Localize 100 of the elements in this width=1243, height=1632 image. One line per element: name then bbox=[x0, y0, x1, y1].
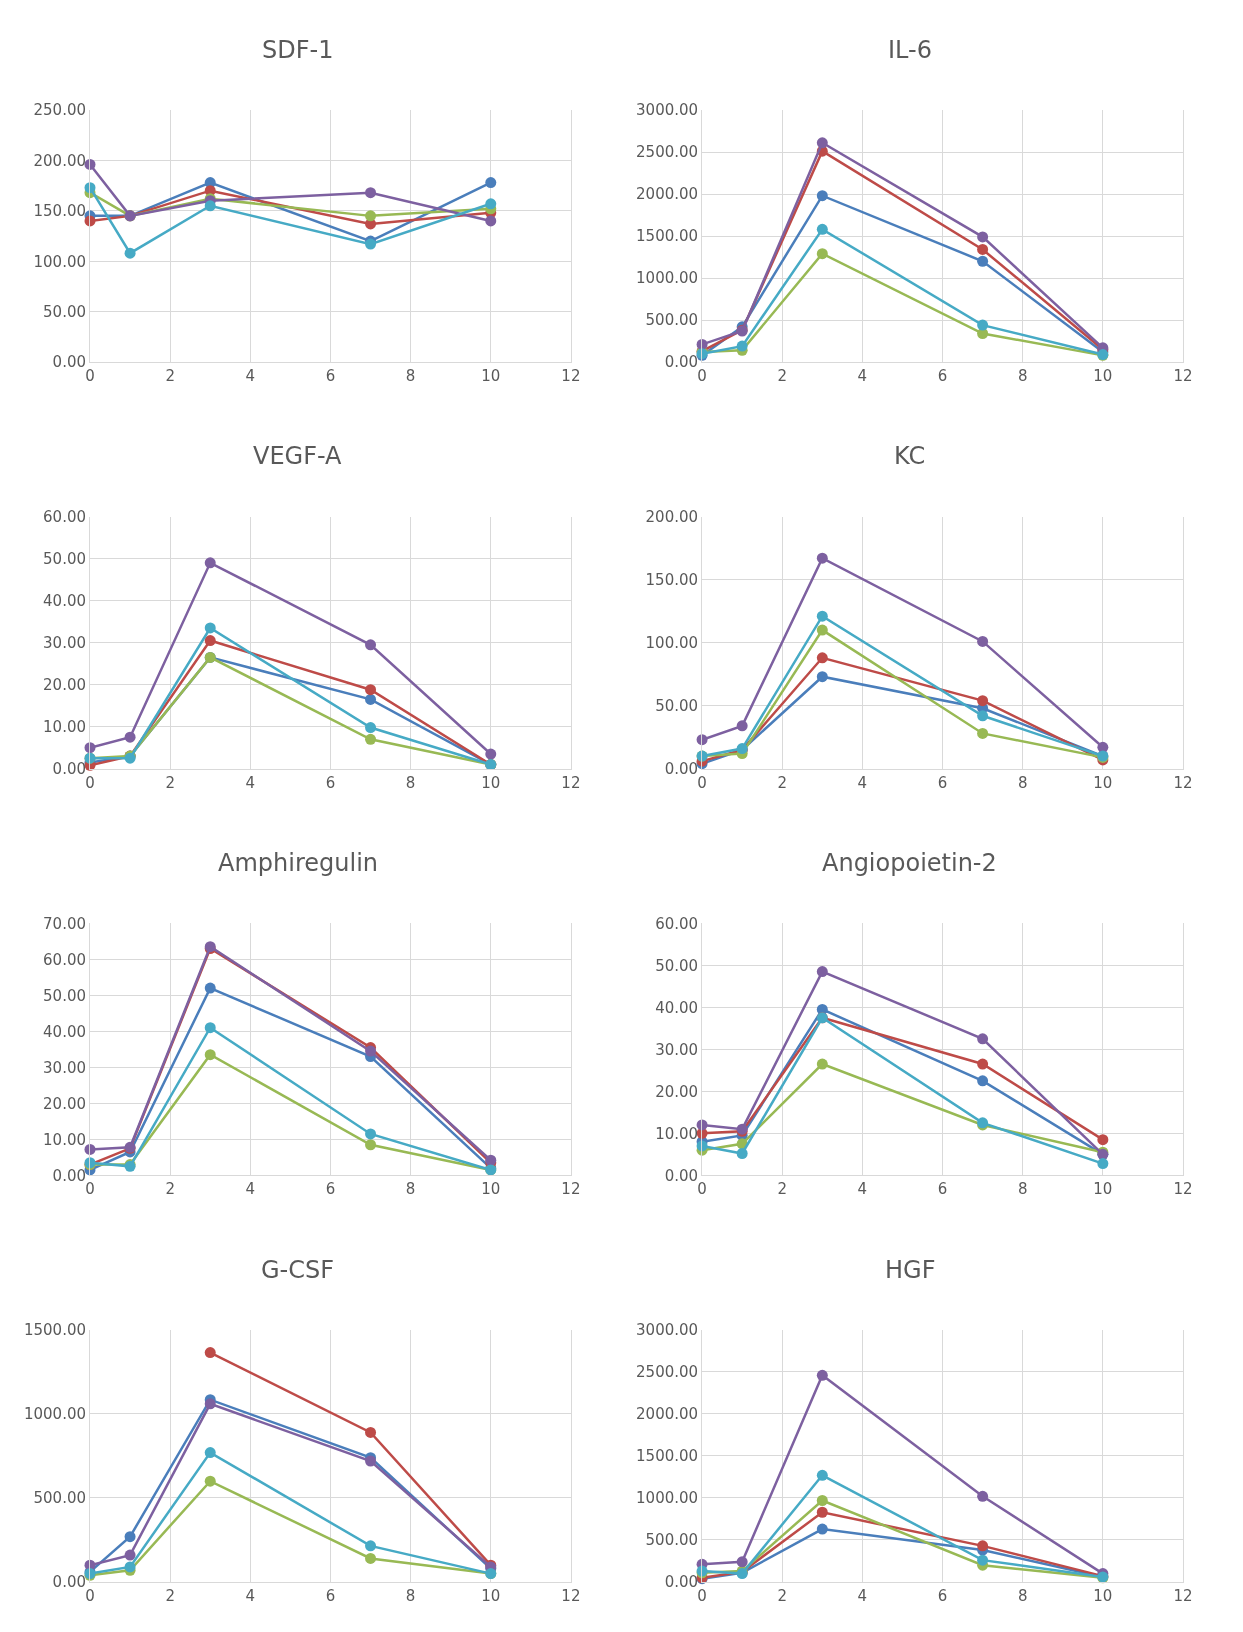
x-tick-label: 12 bbox=[1173, 1180, 1193, 1199]
point bbox=[977, 319, 989, 331]
point bbox=[816, 1523, 828, 1535]
x-tick-label: 0 bbox=[85, 367, 95, 386]
y-tick-label: 3000.00 bbox=[636, 101, 699, 120]
x-tick-label: 6 bbox=[325, 1587, 336, 1605]
y-tick-label: 2000.00 bbox=[636, 185, 699, 204]
y-tick-label: 2000.00 bbox=[636, 1405, 699, 1424]
point bbox=[365, 722, 377, 734]
point bbox=[816, 1369, 828, 1381]
x-tick-label: 6 bbox=[937, 1587, 948, 1605]
y-tick-label: 30.00 bbox=[43, 633, 86, 652]
x-tick-label: 4 bbox=[245, 773, 256, 792]
y-tick-label: 1500.00 bbox=[636, 1447, 699, 1466]
point bbox=[816, 1058, 828, 1070]
y-tick-label: 1000.00 bbox=[636, 269, 699, 288]
point bbox=[204, 1475, 216, 1487]
y-tick-label: 1000.00 bbox=[636, 1489, 699, 1508]
x-tick-label: 12 bbox=[561, 773, 581, 792]
x-tick-label: 2 bbox=[777, 1587, 787, 1605]
x-tick-label: 6 bbox=[937, 367, 948, 386]
x-tick-label: 4 bbox=[857, 1587, 868, 1605]
x-tick-label: 8 bbox=[405, 1180, 416, 1199]
x-tick-label: 4 bbox=[857, 773, 868, 792]
x-tick-label: 12 bbox=[561, 367, 581, 386]
x-tick-label: 0 bbox=[85, 773, 95, 792]
point bbox=[485, 198, 497, 210]
point bbox=[816, 190, 828, 202]
x-tick-label: 4 bbox=[245, 367, 256, 386]
point bbox=[124, 247, 136, 259]
y-tick-label: 60.00 bbox=[43, 507, 86, 526]
y-tick-label: 0.00 bbox=[664, 353, 699, 372]
y-tick-label: 30.00 bbox=[655, 1040, 699, 1059]
x-tick-label: 8 bbox=[405, 1587, 416, 1605]
point bbox=[365, 1552, 377, 1564]
point bbox=[485, 177, 497, 189]
chart-title: KC bbox=[894, 442, 926, 470]
x-tick-label: 12 bbox=[1173, 367, 1193, 386]
y-tick-label: 150.00 bbox=[645, 570, 699, 589]
x-tick-label: 10 bbox=[481, 367, 501, 386]
point bbox=[816, 1469, 828, 1481]
point bbox=[816, 1506, 828, 1518]
y-tick-label: 10.00 bbox=[43, 717, 86, 736]
x-tick-label: 2 bbox=[165, 1587, 175, 1605]
y-tick-label: 0.00 bbox=[664, 1573, 699, 1592]
point bbox=[124, 1549, 136, 1561]
point bbox=[124, 731, 136, 743]
x-tick-label: 0 bbox=[697, 367, 707, 386]
point bbox=[977, 1490, 989, 1502]
x-tick-label: 10 bbox=[481, 1180, 501, 1199]
y-tick-label: 0.00 bbox=[52, 1166, 86, 1185]
x-tick-label: 4 bbox=[245, 1180, 256, 1199]
y-tick-label: 70.00 bbox=[43, 914, 86, 933]
x-tick-label: 4 bbox=[857, 1180, 868, 1199]
x-tick-label: 2 bbox=[165, 1180, 175, 1199]
x-tick-label: 0 bbox=[697, 1180, 707, 1199]
x-tick-label: 12 bbox=[561, 1587, 581, 1605]
point bbox=[977, 1075, 989, 1087]
x-tick-label: 2 bbox=[777, 367, 787, 386]
point bbox=[204, 1398, 216, 1410]
point bbox=[204, 1447, 216, 1459]
point bbox=[365, 639, 377, 651]
y-tick-label: 50.00 bbox=[43, 986, 86, 1005]
y-tick-label: 200.00 bbox=[33, 151, 86, 170]
y-tick-label: 1500.00 bbox=[636, 227, 699, 246]
point bbox=[816, 552, 828, 564]
point bbox=[365, 1128, 377, 1140]
x-tick-label: 2 bbox=[777, 773, 787, 792]
point bbox=[816, 966, 828, 978]
chart-title: SDF-1 bbox=[262, 36, 334, 64]
y-tick-label: 3000.00 bbox=[636, 1321, 699, 1340]
x-tick-label: 10 bbox=[1093, 1180, 1113, 1199]
point bbox=[977, 243, 989, 255]
y-tick-label: 20.00 bbox=[43, 675, 86, 694]
x-tick-label: 0 bbox=[85, 1587, 95, 1605]
point bbox=[365, 733, 377, 745]
point bbox=[816, 610, 828, 622]
point bbox=[736, 1556, 748, 1568]
x-tick-label: 8 bbox=[1017, 1587, 1028, 1605]
y-tick-label: 2500.00 bbox=[636, 143, 699, 162]
x-tick-label: 0 bbox=[697, 773, 707, 792]
x-tick-label: 10 bbox=[1093, 1587, 1113, 1605]
chart-title: G-CSF bbox=[261, 1256, 335, 1284]
y-tick-label: 60.00 bbox=[655, 914, 699, 933]
y-tick-label: 0.00 bbox=[664, 1166, 699, 1185]
point bbox=[365, 1426, 377, 1438]
point bbox=[365, 210, 377, 222]
chart-title: Angiopoietin-2 bbox=[822, 849, 997, 877]
y-tick-label: 1500.00 bbox=[23, 1321, 86, 1340]
point bbox=[816, 652, 828, 664]
x-tick-label: 8 bbox=[1017, 1180, 1028, 1199]
y-tick-label: 10.00 bbox=[43, 1130, 86, 1149]
point bbox=[365, 1139, 377, 1151]
x-tick-label: 8 bbox=[405, 773, 416, 792]
x-tick-label: 2 bbox=[165, 367, 175, 386]
y-tick-label: 200.00 bbox=[645, 507, 699, 526]
y-tick-label: 40.00 bbox=[655, 998, 699, 1017]
y-tick-label: 50.00 bbox=[655, 956, 699, 975]
x-tick-label: 0 bbox=[85, 1180, 95, 1199]
point bbox=[816, 223, 828, 235]
